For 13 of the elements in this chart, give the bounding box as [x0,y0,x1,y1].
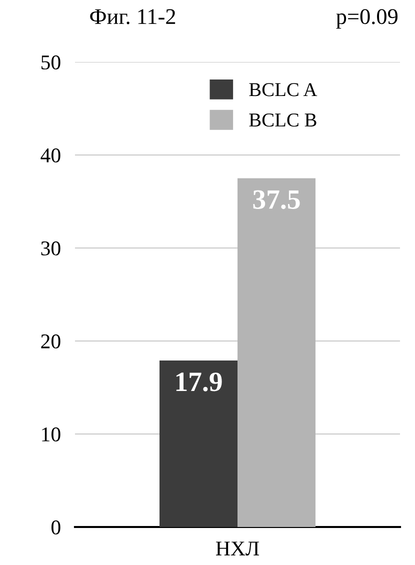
x-tick-label: НХЛ [216,542,260,556]
y-tick-label: 20 [41,334,60,348]
y-tick-label: 0 [51,520,60,534]
text: p=0.09 [336,9,398,29]
y-tick-label: 40 [40,148,60,162]
legend-label: BCLC B [249,114,316,127]
legend-label: BCLC A [249,83,318,96]
y-tick-label: 10 [42,427,60,442]
y-tick-label: 50 [41,55,60,70]
data-label: 37.5 [253,190,300,210]
y-tick-label: 30 [41,241,60,256]
chart-title: Фиг. 11-2 [90,9,176,24]
data-label: 17.9 [176,372,222,392]
